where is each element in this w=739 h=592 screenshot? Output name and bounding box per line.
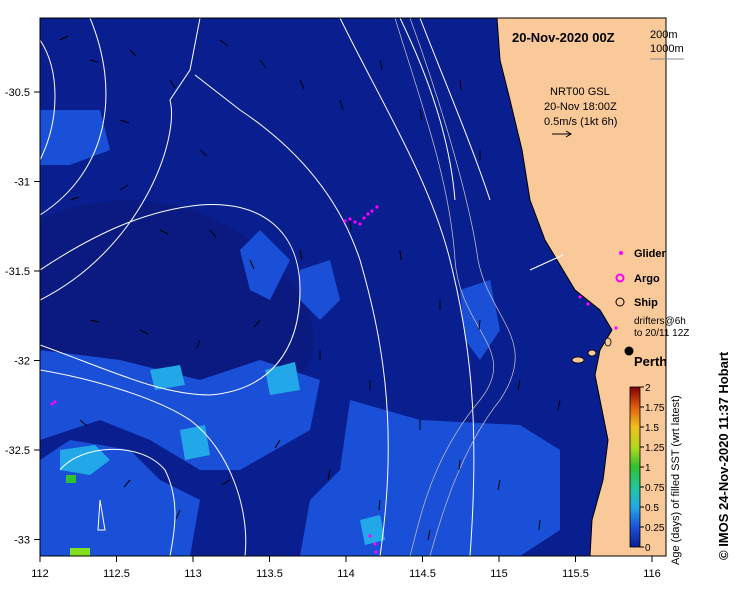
drifters-legend-line1: drifters@6h: [634, 316, 686, 327]
scale-arrow-head: [565, 130, 572, 138]
colorbar-tick-label: 2: [645, 383, 651, 394]
green-patch: [66, 475, 76, 483]
colorbar-tick-label: 1.5: [645, 423, 659, 434]
ship-legend-label: Ship: [634, 297, 658, 309]
coast-white-line: [529, 254, 564, 271]
x-tick-label: 115.5: [562, 568, 589, 580]
y-tick-label: -32: [14, 356, 30, 368]
ship-legend-icon: [615, 297, 625, 307]
current-scale-label: 0.5m/s (1kt 6h): [544, 116, 617, 128]
glider-legend-label: Glider: [634, 248, 667, 260]
glider-tracks: [50, 205, 618, 554]
y-tick-label: -31.5: [5, 266, 30, 278]
colorbar-tick-label: 0.25: [645, 523, 665, 534]
perth-label: Perth: [634, 354, 667, 369]
colorbar-label: Age (days) of filled SST (wrt latest): [670, 395, 682, 565]
credit-label: © IMOS 24-Nov-2020 11:37 Hobart: [716, 351, 731, 560]
colorbar-tick-label: 1.75: [645, 403, 665, 414]
glider-legend-icon: [619, 251, 623, 255]
isobath-200m-label: 200m: [650, 29, 678, 41]
x-tick-label: 112: [31, 568, 49, 580]
x-tick-label: 116: [643, 568, 661, 580]
y-tick-label: -30.5: [5, 87, 30, 99]
colorbar: 0 0.25 0.5 0.75 1 1.25 1.5 1.75 2 Age (days) of …: [629, 383, 682, 565]
colorbar-tick-label: 0: [645, 543, 651, 554]
x-tick-label: 115: [490, 568, 508, 580]
y-tick-label: -33: [14, 535, 30, 547]
x-axis-ticks: 112 112.5 113 113.5 114 114.5 115 115.5 116: [31, 556, 661, 580]
x-tick-label: 114.5: [409, 568, 436, 580]
y-axis-ticks: -30.5 -31 -31.5 -32 -32.5 -33: [5, 87, 40, 547]
colorbar-ticks: 0 0.25 0.5 0.75 1 1.25 1.5 1.75 2: [640, 383, 665, 554]
current-product-label: NRT00 GSL: [550, 86, 610, 98]
y-tick-label: -32.5: [5, 445, 30, 457]
y-tick-label: -31: [14, 177, 30, 189]
x-tick-label: 114: [337, 568, 355, 580]
map-title: 20-Nov-2020 00Z: [512, 30, 615, 45]
map-plot-area: [40, 18, 666, 556]
colorbar-gradient: [629, 386, 641, 548]
current-arrows: [59, 35, 561, 541]
sst-age-light-patches: [60, 362, 385, 545]
isobaths: [394, 18, 516, 556]
drifters-legend-line2: to 20/11 12Z: [634, 328, 689, 339]
argo-legend-label: Argo: [634, 273, 660, 285]
land-mass: [497, 18, 666, 556]
argo-legend-icon: [615, 273, 625, 283]
platform-legend: Glider Argo Ship drifters@6h to 20/11 12…: [615, 248, 689, 339]
coastal-islands: [571, 337, 612, 364]
colorbar-tick-label: 1.25: [645, 443, 665, 454]
plot-frame: [39, 17, 667, 557]
colorbar-tick-label: 0.5: [645, 503, 659, 514]
colorbar-tick-label: 0.75: [645, 483, 665, 494]
x-tick-label: 112.5: [103, 568, 130, 580]
perth-marker: [624, 346, 634, 356]
colorbar-tick-label: 1: [645, 463, 651, 474]
yellow-green-patch: [70, 548, 90, 556]
x-tick-label: 113.5: [256, 568, 283, 580]
x-tick-label: 113: [184, 568, 202, 580]
isobath-1000m-label: 1000m: [650, 43, 684, 55]
ssh-contours: [40, 18, 491, 556]
coastline: [496, 18, 613, 556]
current-time-label: 20-Nov 18:00Z: [544, 101, 617, 113]
